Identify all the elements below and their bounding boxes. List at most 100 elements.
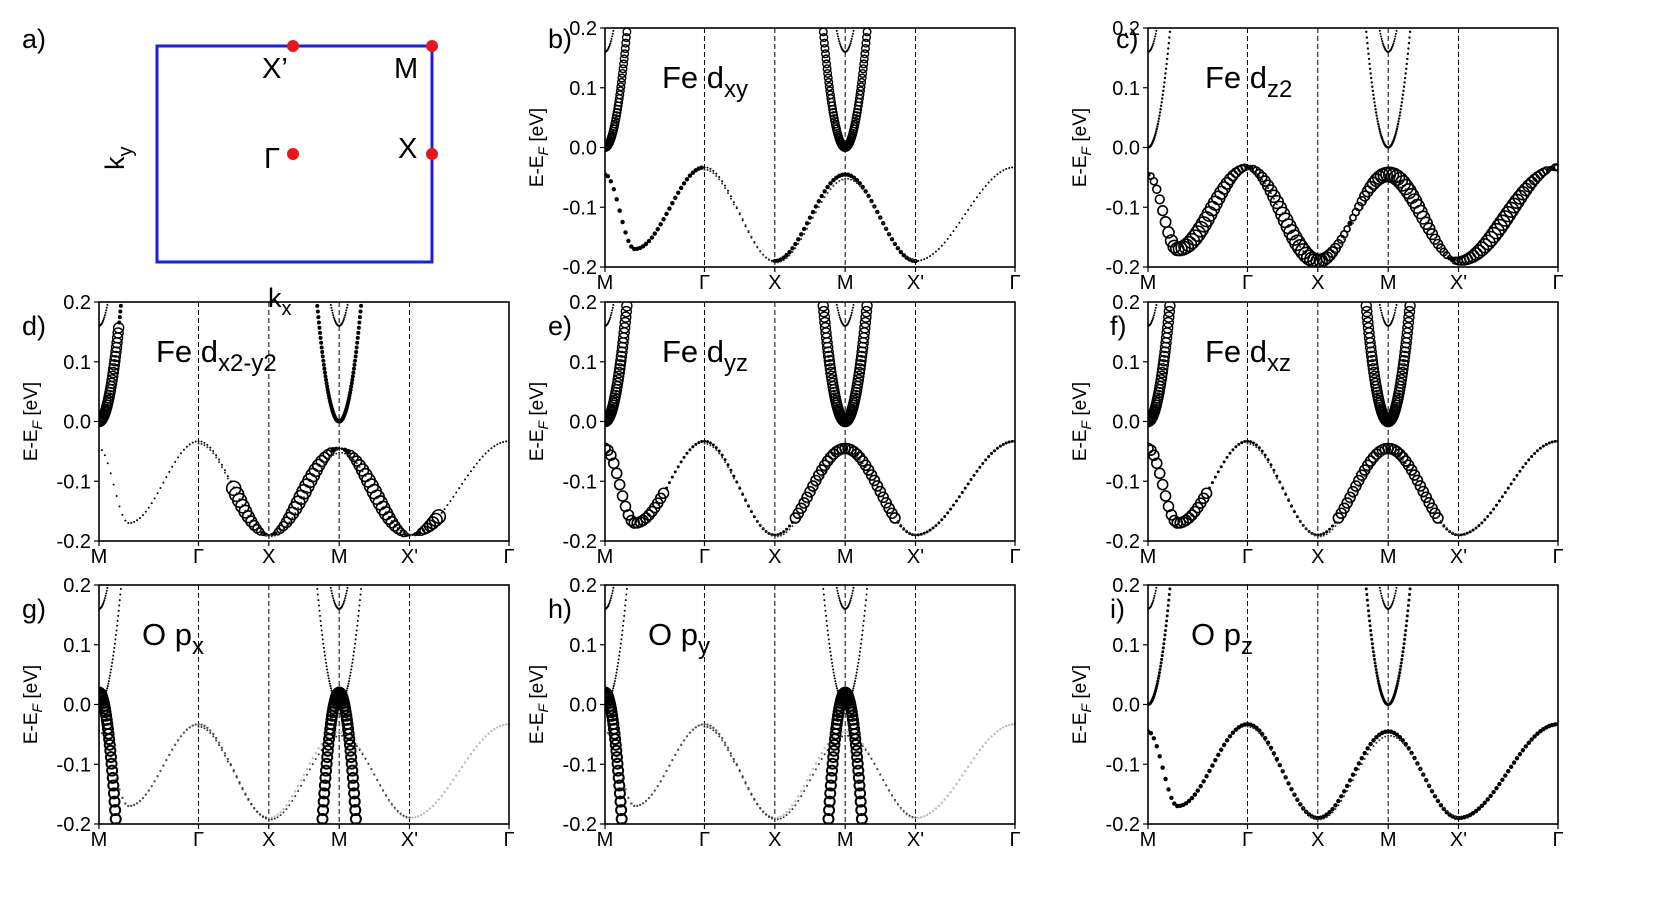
band-point: [753, 514, 756, 517]
band-point: [215, 454, 218, 457]
band-point: [1376, 573, 1378, 575]
band-point: [1290, 787, 1293, 790]
band-point: [1360, 206, 1363, 209]
band-point: [797, 799, 800, 802]
band-point: [282, 528, 285, 531]
ytick-label: 0.2: [569, 575, 597, 597]
band-point: [612, 687, 615, 690]
band-point: [350, 565, 352, 567]
band-point: [615, 573, 617, 575]
band-point: [858, 184, 861, 187]
band-point: [1246, 725, 1249, 728]
band-point: [768, 258, 770, 261]
panel-label: d): [22, 311, 46, 341]
band-point: [1394, 309, 1397, 312]
band-point: [102, 319, 105, 322]
band-point: [117, 315, 122, 320]
band-point: [440, 511, 443, 514]
band-point: [823, 68, 833, 78]
band-point: [837, 37, 840, 40]
band-point: [357, 320, 362, 325]
band-point: [343, 733, 356, 746]
panel-f: 0.20.10.0-0.1-0.2M Γ X M X' ΓE-EF [eV]f)Fe dx…: [1070, 292, 1564, 568]
band-point: [1397, 674, 1401, 678]
band-point: [706, 166, 709, 169]
band-point: [1325, 533, 1328, 536]
band-point: [824, 77, 834, 87]
xtick-label: Γ: [503, 546, 514, 568]
band-point: [859, 59, 869, 69]
band-point: [943, 514, 947, 518]
band-point: [853, 366, 866, 379]
band-point: [671, 758, 674, 762]
band-point: [990, 451, 994, 455]
band-point: [1337, 521, 1340, 524]
band-point: [191, 441, 194, 444]
band-point: [856, 282, 858, 284]
band-point: [817, 480, 820, 483]
band-point: [194, 440, 197, 443]
band-point: [159, 486, 162, 489]
band-point: [848, 318, 851, 321]
band-point: [851, 592, 854, 595]
band-point: [419, 813, 423, 817]
band-point: [127, 804, 130, 808]
band-point: [998, 444, 1002, 448]
band-point: [782, 530, 786, 534]
band-point: [1262, 735, 1268, 741]
band-point: [1381, 599, 1384, 602]
band-point: [1454, 815, 1457, 818]
band-point: [343, 316, 346, 319]
band-point: [1156, 478, 1169, 491]
band-point: [431, 509, 447, 524]
band-point: [703, 442, 706, 445]
band-point: [729, 197, 732, 200]
band-point: [1366, 350, 1378, 363]
band-point: [1459, 533, 1463, 537]
band-point: [318, 787, 331, 800]
band-point: [1376, 117, 1379, 120]
band-point: [1395, 29, 1398, 32]
band-point: [855, 354, 867, 367]
band-point: [934, 250, 937, 253]
band-point: [1381, 453, 1384, 456]
band-point: [1522, 179, 1536, 193]
band-point: [358, 748, 361, 751]
band-point: [118, 309, 123, 314]
band-point: [113, 642, 116, 645]
band-point: [741, 492, 744, 495]
xtick-label: Γ: [1552, 272, 1563, 294]
band-point: [1357, 768, 1360, 771]
band-point: [273, 534, 276, 537]
band-point: [1439, 246, 1442, 249]
band-point: [1334, 251, 1337, 254]
band-point: [352, 362, 357, 367]
plot-area: [99, 302, 509, 541]
xtick-label: Γ: [1242, 272, 1253, 294]
band-point: [940, 244, 943, 247]
band-point: [110, 668, 113, 671]
band-point: [668, 764, 671, 767]
band-point: [1233, 727, 1239, 732]
band-point: [1328, 527, 1332, 531]
band-point: [1161, 646, 1165, 650]
band-point: [653, 789, 656, 792]
band-point: [348, 390, 353, 395]
band-point: [1387, 734, 1390, 737]
band-point: [1372, 657, 1376, 661]
band-point: [852, 108, 862, 118]
band-point: [1465, 531, 1469, 535]
band-point: [324, 718, 337, 731]
band-point: [346, 303, 349, 306]
band-point: [1164, 72, 1167, 75]
band-point: [105, 757, 118, 770]
band-point: [1160, 101, 1163, 104]
band-point: [335, 735, 338, 738]
panel-title: O px: [142, 617, 204, 660]
band-point: [830, 658, 833, 661]
band-point: [858, 68, 868, 78]
band-point: [1457, 816, 1460, 819]
band-point: [860, 49, 870, 59]
band-point: [1403, 305, 1416, 318]
band-point: [839, 318, 842, 321]
